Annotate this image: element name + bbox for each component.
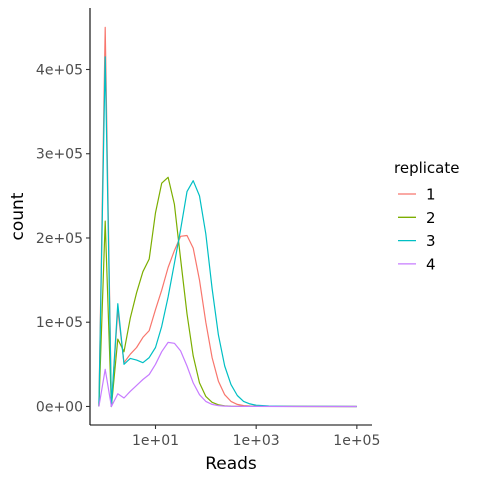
axes: 0e+00 1e+05 2e+05 3e+05 4e+05 1e+01 1e+03 1e+05… <box>8 8 380 474</box>
x-tick-label: 1e+03 <box>233 433 280 449</box>
y-tick-label: 1e+05 <box>36 315 83 331</box>
legend-label-2: 2 <box>426 209 436 227</box>
x-axis-title: Reads <box>205 454 257 474</box>
legend: replicate 1 2 3 4 <box>394 159 459 273</box>
y-tick-label: 3e+05 <box>36 147 83 163</box>
y-axis-title: count <box>8 192 28 240</box>
legend-label-3: 3 <box>426 232 436 250</box>
y-tick-label: 2e+05 <box>36 231 83 247</box>
x-tick-label: 1e+01 <box>132 433 179 449</box>
y-tick-label: 0e+00 <box>36 399 83 415</box>
series-line-2 <box>99 177 357 406</box>
legend-title: replicate <box>394 159 459 177</box>
legend-label-4: 4 <box>426 255 436 273</box>
x-tick-label: 1e+05 <box>333 433 380 449</box>
series-lines <box>99 27 357 406</box>
legend-label-1: 1 <box>426 186 436 204</box>
series-line-3 <box>99 57 357 407</box>
y-tick-label: 4e+05 <box>36 62 83 78</box>
series-line-1 <box>99 27 357 406</box>
